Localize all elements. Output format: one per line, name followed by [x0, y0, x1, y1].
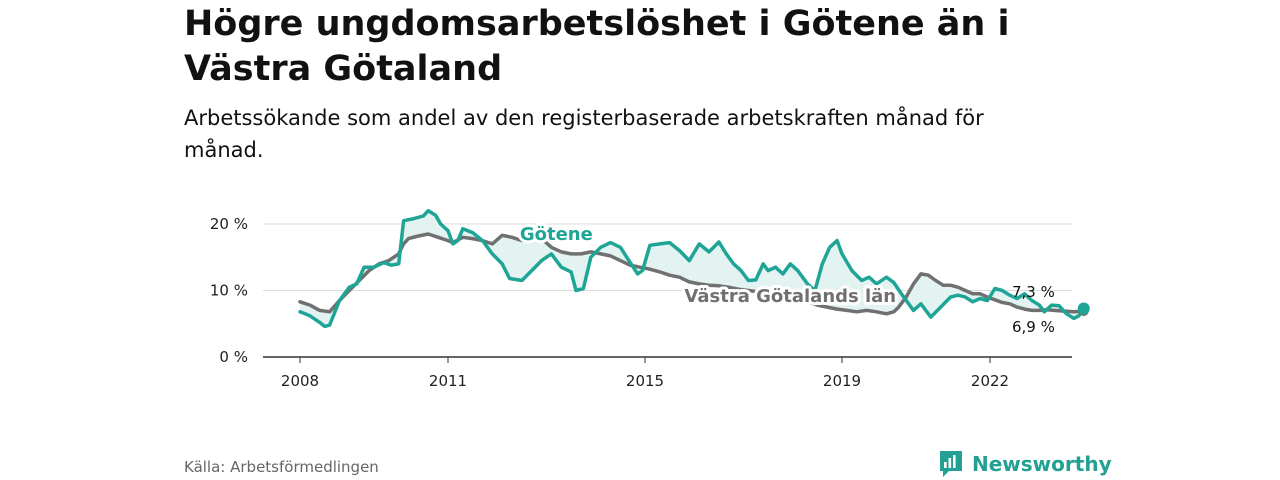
series-label-gotene-halo: Götene [520, 224, 593, 245]
x-tick-label: 2019 [823, 372, 861, 390]
x-tick-label: 2015 [626, 372, 664, 390]
end-point-gotene [1077, 302, 1090, 315]
y-tick-label: 0 % [219, 348, 248, 366]
newsworthy-icon [940, 451, 962, 477]
y-tick-label: 20 % [210, 215, 248, 233]
series-label-vastra-gotaland-halo: Västra Götalands län [684, 286, 896, 307]
y-tick-label: 10 % [210, 282, 248, 300]
x-tick-label: 2022 [971, 372, 1009, 390]
series-line-gotene [298, 208, 1086, 329]
newsworthy-logo: Newsworthy [938, 448, 1112, 480]
difference-area [300, 210, 1084, 327]
chart-title: Högre ungdomsarbetslöshet i Götene än i … [184, 4, 1010, 89]
end-label-gotene: 7,3 % [1012, 283, 1055, 301]
brand-name: Newsworthy [972, 452, 1112, 476]
chart-subtitle: Arbetssökande som andel av den registerb… [184, 106, 984, 162]
series-label-gotene: Götene [520, 224, 593, 245]
x-tick-label: 2011 [429, 372, 467, 390]
x-tick-label: 2008 [281, 372, 319, 390]
series-label-vastra-gotaland: Västra Götalands län [684, 286, 896, 307]
source-note: Källa: Arbetsförmedlingen [184, 458, 379, 476]
end-label-vastra-gotaland: 6,9 % [1012, 318, 1055, 336]
series-line-vastra-gotaland [298, 232, 1086, 316]
